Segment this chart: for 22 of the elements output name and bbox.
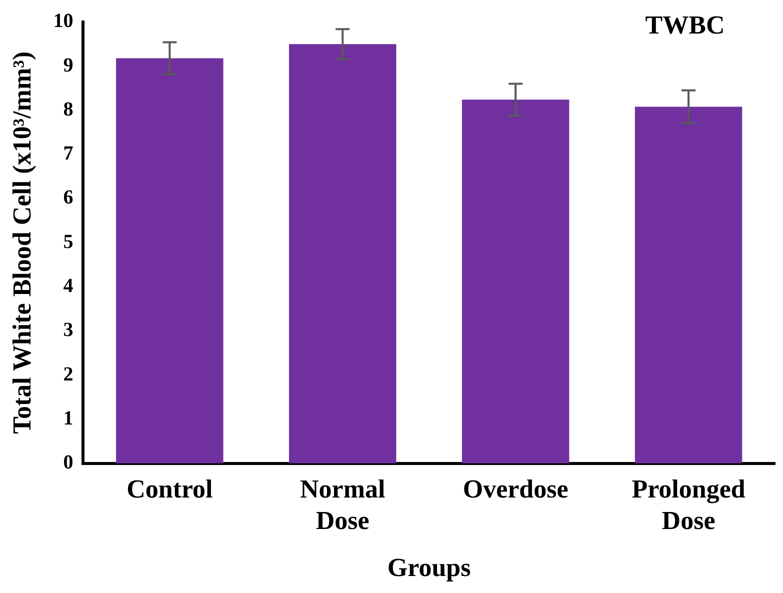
y-tick-label: 4 [63,275,74,298]
y-tick-label: 5 [63,230,74,253]
y-tick-label: 3 [63,319,74,342]
bar [289,44,396,464]
y-tick-label: 10 [53,10,74,32]
x-axis-title: Groups [387,553,471,582]
bar [116,58,224,464]
y-axis-title: Total White Blood Cell (x10³/mm³) [7,51,36,434]
y-tick-label: 2 [63,363,74,386]
y-tick-label: 7 [63,142,74,165]
bar [634,106,742,464]
y-tick-label: 9 [63,54,74,76]
bar [462,100,570,464]
chart-title: TWBC [645,10,725,40]
x-tick-label: Control [126,474,213,504]
x-tick-label: Prolonged Dose [632,474,746,535]
y-tick-label: 1 [63,407,74,430]
y-tick-label: 0 [63,452,74,474]
x-tick-label: Normal Dose [300,474,386,535]
x-tick-label: Overdose [462,474,568,504]
y-tick-label: 6 [63,186,74,209]
y-tick-label: 8 [63,98,74,120]
